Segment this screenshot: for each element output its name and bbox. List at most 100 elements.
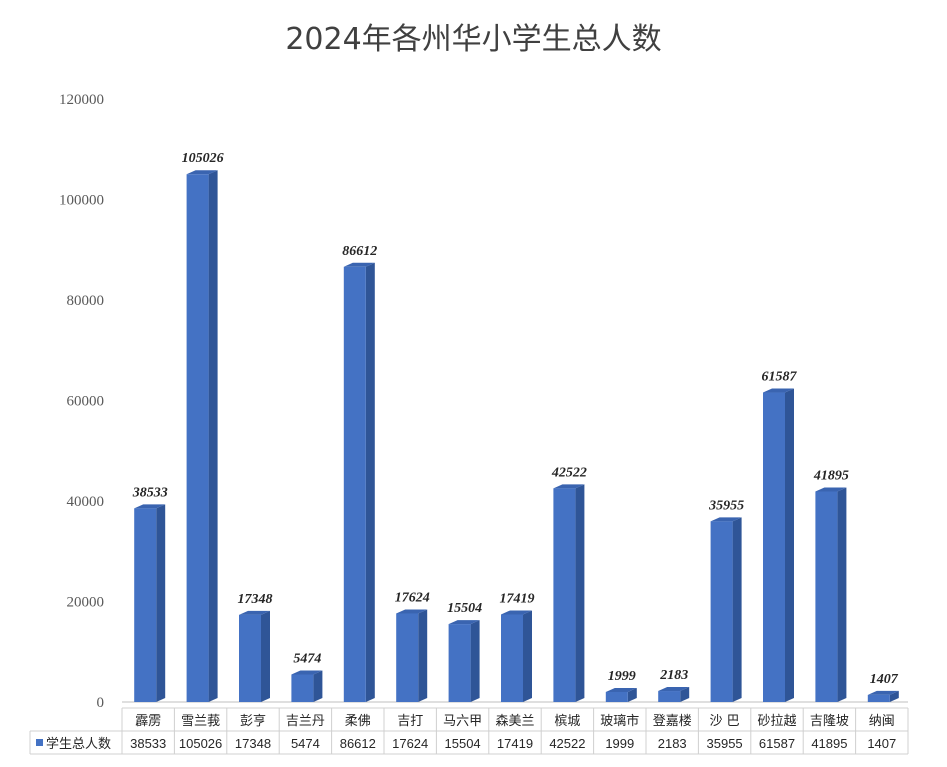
bar-side [261, 610, 270, 702]
bar-side [627, 687, 637, 702]
bar-side [732, 517, 742, 702]
bar-side [208, 170, 218, 702]
bar [815, 491, 838, 702]
data-label: 15504 [447, 601, 482, 616]
table-value: 61587 [759, 736, 795, 751]
bar [501, 614, 523, 702]
table-value: 15504 [445, 736, 481, 751]
bar [291, 674, 314, 702]
bar [448, 624, 471, 702]
legend-label: 学生总人数 [46, 736, 111, 752]
category-label: 雪兰莪 [181, 714, 220, 729]
y-tick-label: 0 [97, 695, 105, 711]
bar-top [710, 517, 742, 522]
data-label: 2183 [659, 668, 688, 683]
y-tick-label: 120000 [59, 92, 104, 108]
bar-top [501, 610, 532, 615]
bar [186, 174, 209, 702]
bar-top [186, 170, 218, 175]
table-value: 17348 [235, 736, 271, 751]
bar-side [156, 504, 166, 702]
bar [343, 266, 366, 702]
data-label: 41895 [813, 468, 849, 483]
table-value: 35955 [707, 736, 743, 751]
bar-top [291, 670, 323, 675]
y-tick-label: 100000 [59, 193, 104, 209]
table-value: 38533 [130, 736, 166, 751]
bar-top [343, 262, 375, 267]
bar [396, 613, 419, 702]
category-label: 马六甲 [443, 714, 482, 729]
bar-side [837, 487, 847, 702]
category-label: 霹雳 [135, 714, 161, 729]
y-tick-label: 80000 [67, 293, 105, 309]
table-value: 17624 [392, 736, 428, 751]
bar-side [365, 262, 375, 702]
bar-side [418, 609, 428, 702]
category-label: 彭亨 [240, 713, 266, 729]
category-label: 柔佛 [345, 714, 371, 729]
bar-top [763, 388, 794, 393]
bar-side [313, 670, 323, 702]
chart-title: 2024年各州华小学生总人数 [285, 22, 662, 57]
y-tick-label: 60000 [67, 394, 105, 410]
bar-side [889, 690, 899, 702]
bar [763, 392, 785, 702]
data-label: 1407 [870, 672, 899, 687]
data-label: 35955 [708, 498, 744, 513]
bar [553, 488, 576, 702]
table-value: 42522 [549, 736, 585, 751]
bar-side [523, 610, 532, 702]
category-label: 森美兰 [495, 714, 534, 729]
data-label: 61587 [762, 370, 798, 385]
data-label: 42522 [551, 465, 587, 480]
table-value: 2183 [658, 736, 687, 751]
bar-top [448, 620, 480, 625]
data-label: 86612 [342, 244, 377, 259]
data-label: 1999 [608, 669, 636, 684]
bar-side [575, 484, 585, 702]
category-label: 登嘉楼 [653, 714, 692, 729]
data-label: 5474 [293, 651, 321, 666]
category-label: 吉打 [397, 714, 423, 729]
bar-top [134, 504, 166, 509]
bar [605, 691, 628, 702]
bar-top [658, 687, 690, 692]
category-label: 槟城 [554, 713, 580, 729]
data-label: 17348 [238, 592, 273, 607]
bar [658, 691, 681, 702]
table-value: 5474 [291, 736, 320, 751]
bar-top [553, 484, 585, 489]
data-label: 105026 [182, 151, 224, 166]
bar-top [396, 609, 428, 614]
table-value: 41895 [811, 736, 847, 751]
bar [239, 614, 261, 702]
data-label: 17419 [500, 591, 535, 606]
table-value: 105026 [179, 736, 222, 751]
data-label: 38533 [132, 485, 168, 500]
table-value: 1999 [605, 736, 634, 751]
bar [710, 521, 733, 702]
bar-side [470, 620, 480, 702]
category-label: 砂拉越 [757, 714, 796, 729]
bar-top [815, 487, 847, 492]
bar-side [785, 388, 794, 702]
legend-swatch [36, 739, 43, 746]
bar-top [867, 690, 899, 695]
bar [867, 694, 890, 702]
y-tick-label: 40000 [67, 494, 105, 510]
table-value: 1407 [867, 736, 896, 751]
bar-side [680, 687, 690, 702]
bar-top [239, 610, 270, 615]
table-value: 86612 [340, 736, 376, 751]
category-label: 沙 巴 [710, 714, 740, 729]
category-label: 纳闽 [869, 714, 895, 729]
category-label: 吉隆坡 [810, 714, 849, 729]
data-label: 17624 [395, 590, 430, 605]
bar-top [605, 687, 637, 692]
bar [134, 508, 157, 702]
category-label: 玻璃市 [600, 713, 639, 729]
table-value: 17419 [497, 736, 533, 751]
y-tick-label: 20000 [67, 595, 105, 611]
